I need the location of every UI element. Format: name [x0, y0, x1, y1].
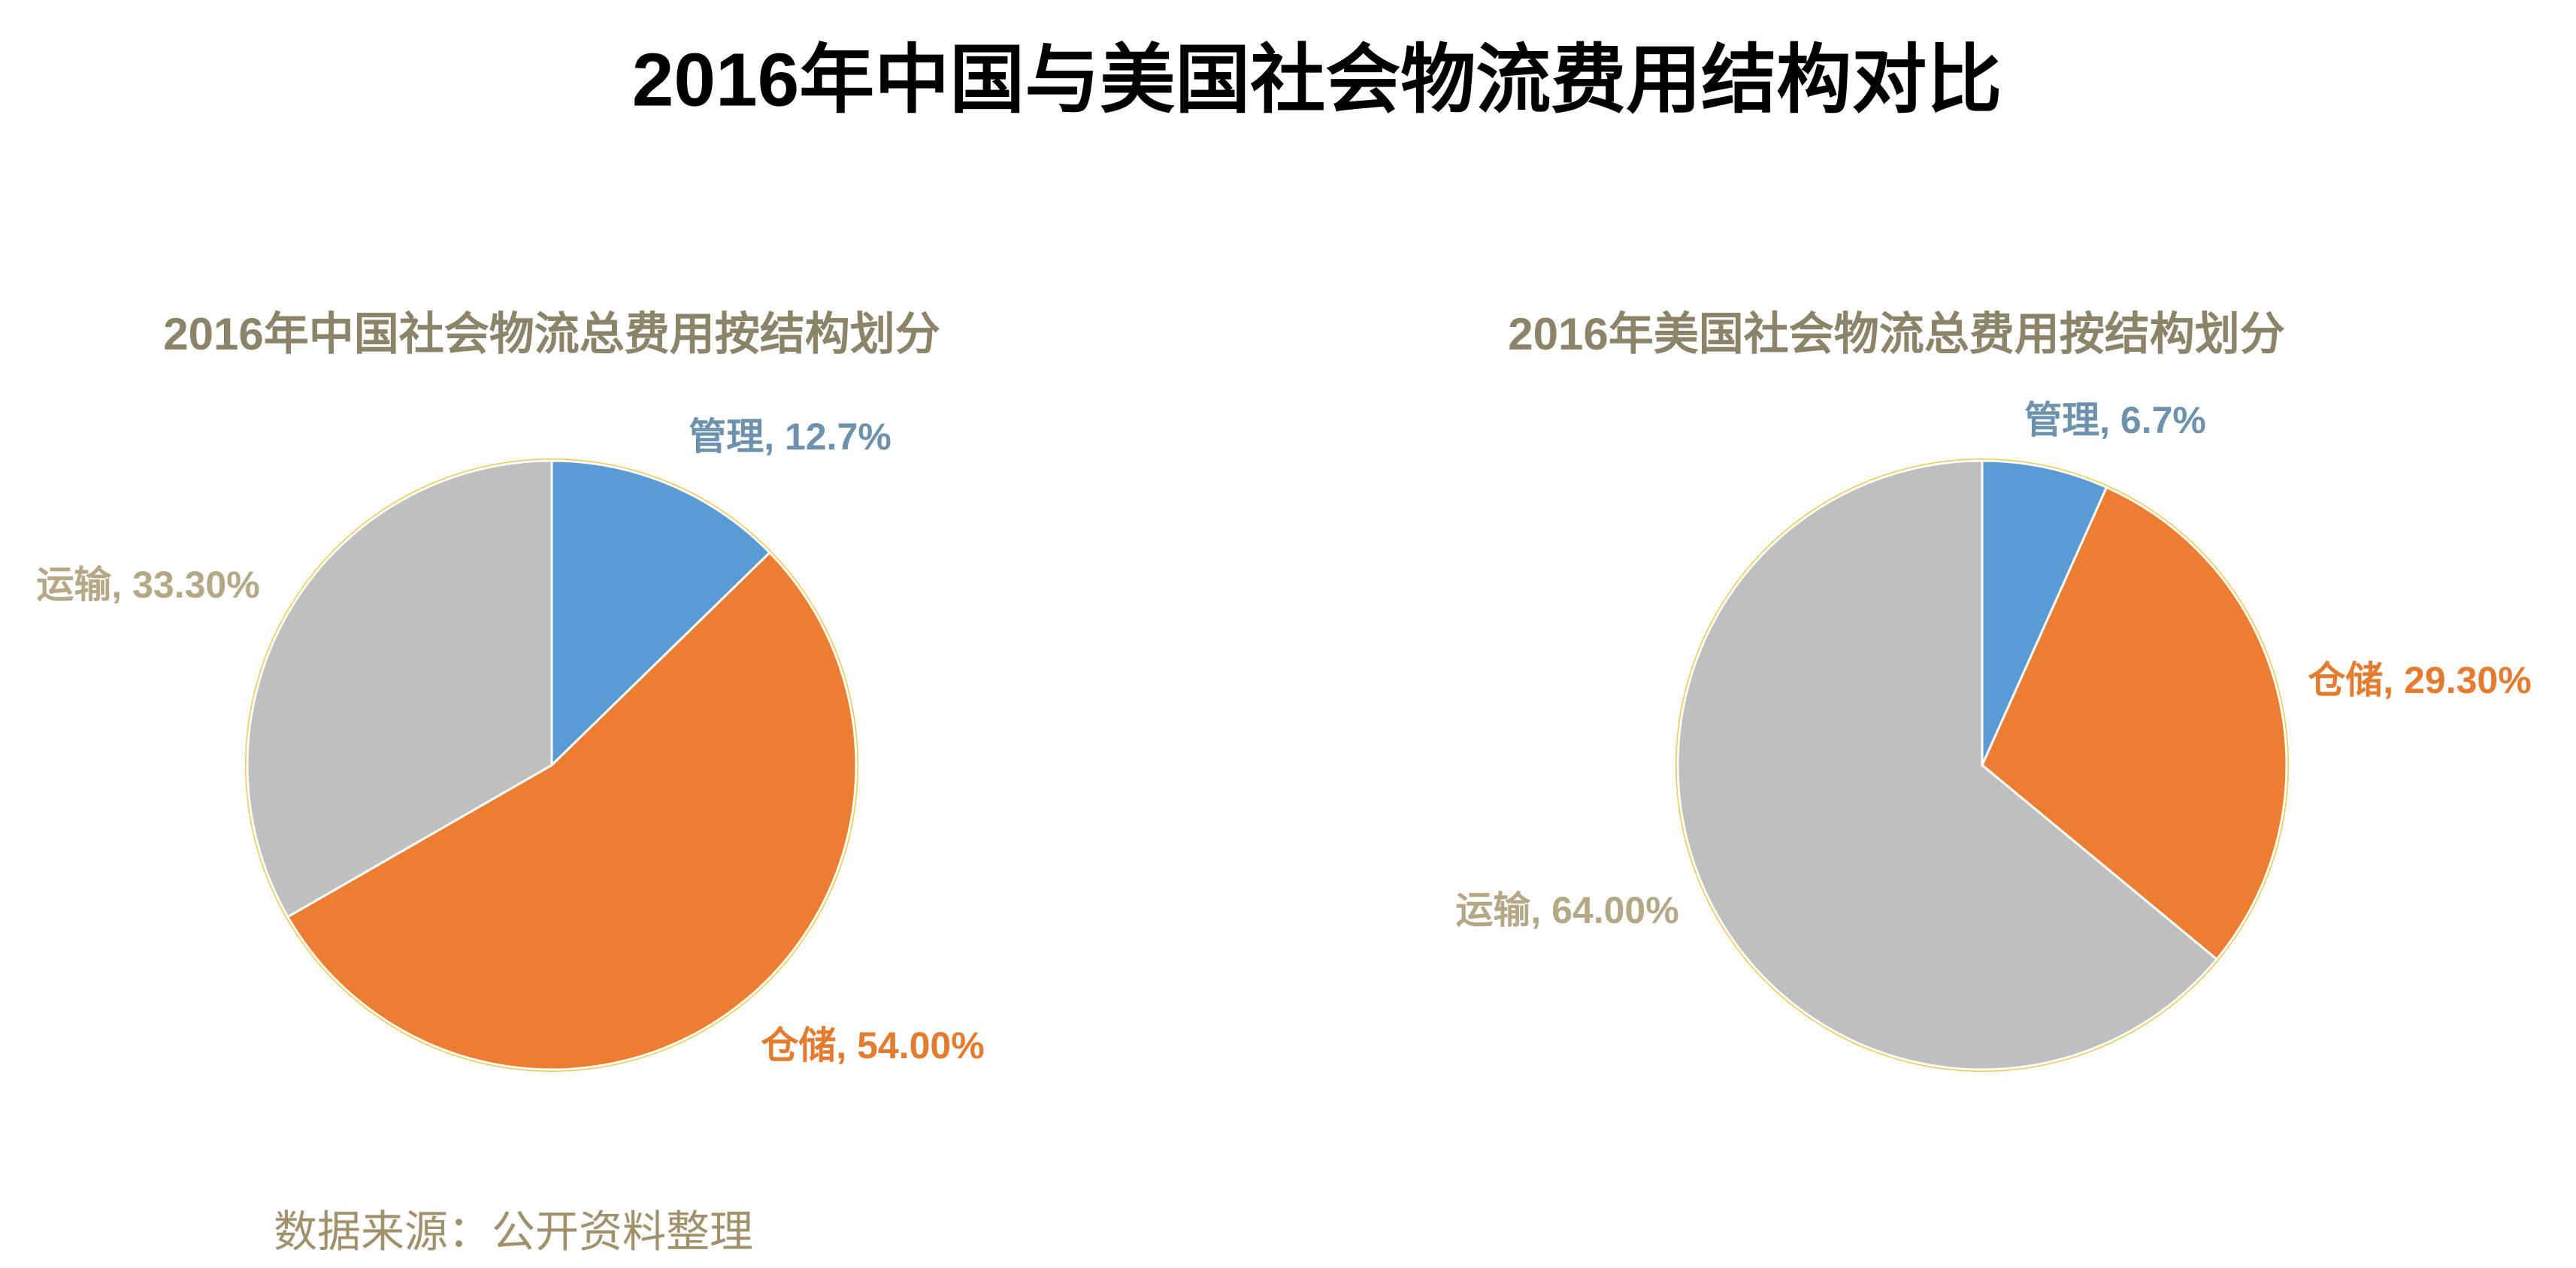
pie-slice: [1981, 459, 2108, 766]
data-label: 运输, 64.00%: [1455, 889, 1678, 931]
pie-slice: [286, 551, 858, 1071]
page-title: 2016年中国与美国社会物流费用结构对比: [632, 38, 2002, 122]
chart-title: 2016年美国社会物流总费用按结构划分: [1508, 309, 2284, 359]
pie-slice: [1676, 459, 2219, 1071]
pie-slice: [246, 459, 553, 918]
data-label: 仓储, 29.30%: [2308, 659, 2531, 701]
pie-slice: [1981, 486, 2288, 961]
data-label: 仓储, 54.00%: [761, 1024, 984, 1067]
data-label: 运输, 33.30%: [36, 564, 259, 606]
chart-title: 2016年中国社会物流总费用按结构划分: [163, 309, 940, 359]
pie-slice: [550, 459, 772, 768]
source-note: 数据来源：公开资料整理: [274, 1207, 753, 1256]
data-label: 管理, 12.7%: [689, 416, 891, 458]
data-label: 管理, 6.7%: [2024, 399, 2206, 441]
